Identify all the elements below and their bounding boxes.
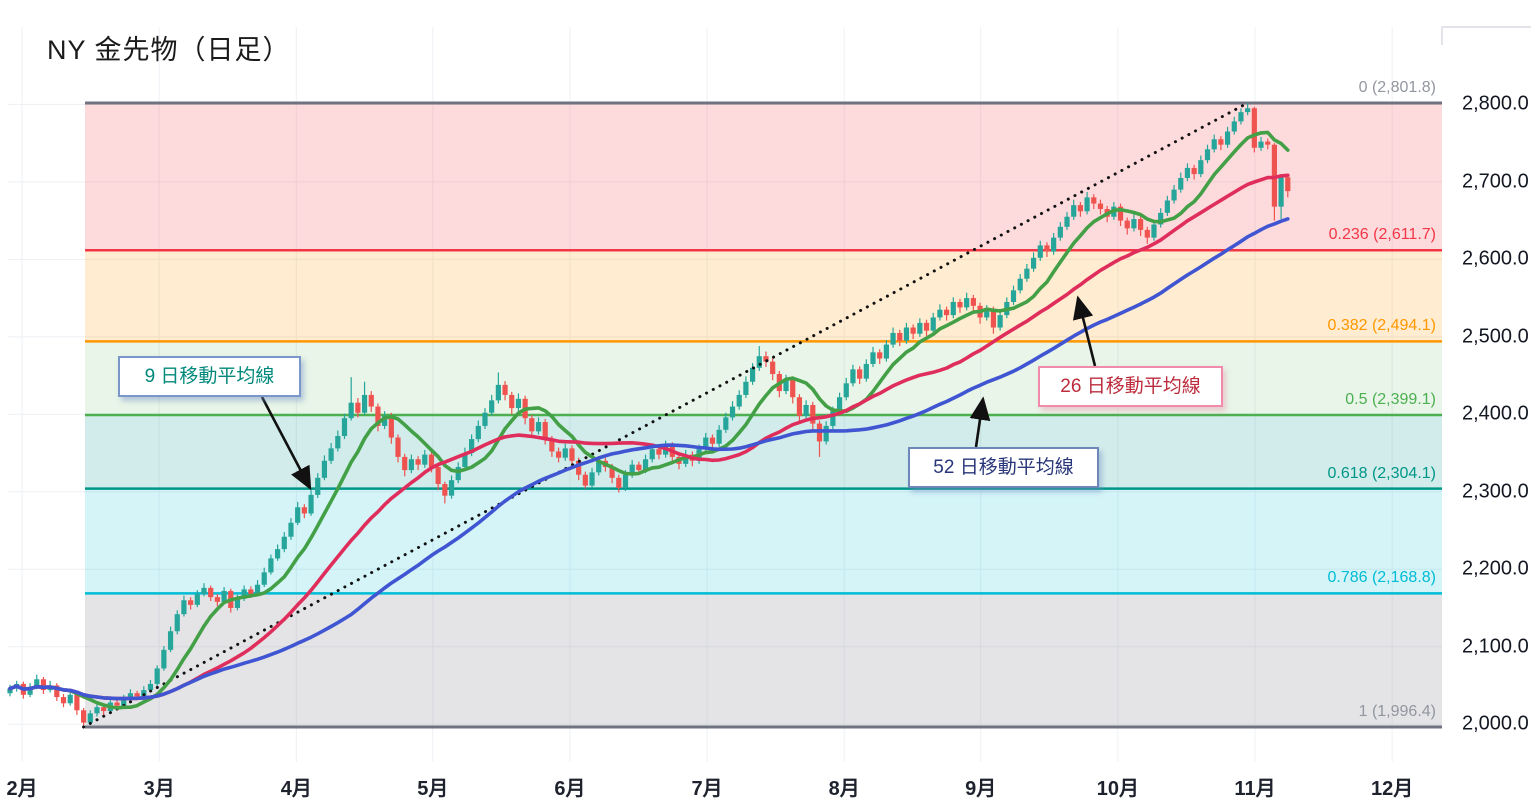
y-axis-price-label: 2,400.0	[1462, 402, 1529, 425]
y-axis-price-label: 2,700.0	[1462, 170, 1529, 193]
x-axis-month-label: 7月	[691, 778, 723, 800]
ma52-annotation-label: 52 日移動平均線	[933, 457, 1074, 478]
ma9-annotation-label: 9 日移動平均線	[144, 366, 275, 387]
annotation-arrow	[1072, 295, 1097, 367]
ma-line-9	[8, 130, 1290, 710]
x-axis-month-label: 8月	[828, 778, 860, 800]
annotation-arrow	[969, 396, 991, 448]
fib-band-0	[85, 103, 1442, 251]
y-axis-price-label: 2,000.0	[1462, 712, 1529, 735]
x-axis-month-label: 4月	[280, 778, 312, 800]
fib-band-0.786	[85, 593, 1442, 727]
ma-line-26	[8, 173, 1290, 701]
y-axis-price-label: 2,800.0	[1462, 92, 1529, 115]
fib-level-label: 0.382 (2,494.1)	[1327, 317, 1436, 335]
x-axis-month-label: 9月	[965, 778, 997, 800]
x-axis-month-label: 5月	[417, 778, 449, 800]
fib-level-label: 1 (1,996.4)	[1358, 703, 1436, 720]
ma26-annotation: 26 日移動平均線	[1038, 366, 1223, 407]
fib-level-label: 0 (2,801.8)	[1358, 79, 1436, 96]
fib-level-label: 0.236 (2,611.7)	[1328, 226, 1436, 244]
ma9-annotation: 9 日移動平均線	[118, 356, 301, 397]
x-axis-month-label: 10月	[1096, 778, 1139, 800]
y-axis-price-label: 2,500.0	[1462, 325, 1529, 348]
fib-level-label: 0.786 (2,168.8)	[1327, 569, 1436, 587]
x-axis-month-label: 3月	[143, 778, 175, 800]
fib-band-0.618	[85, 488, 1442, 594]
x-axis-month-label: 12月	[1371, 778, 1414, 800]
fib-band-0.5	[85, 415, 1442, 489]
x-axis-month-label: 2月	[6, 778, 38, 800]
y-axis-price-label: 2,200.0	[1462, 557, 1529, 580]
fib-band-0.236	[85, 250, 1442, 342]
fib-level-label: 0.618 (2,304.1)	[1327, 464, 1436, 482]
x-axis-month-label: 6月	[554, 778, 586, 800]
fib-level-label: 0.5 (2,399.1)	[1345, 391, 1436, 408]
x-axis-month-label: 11月	[1234, 778, 1276, 800]
chart-title: NY 金先物（日足）	[47, 35, 291, 65]
y-axis-price-label: 2,600.0	[1462, 247, 1529, 270]
ma-line-52	[8, 217, 1290, 701]
ma26-annotation-label: 26 日移動平均線	[1060, 376, 1201, 397]
annotation-arrow	[260, 396, 312, 491]
ma52-annotation: 52 日移動平均線	[908, 447, 1099, 488]
trendline	[82, 101, 1250, 729]
y-axis-price-label: 2,100.0	[1462, 635, 1529, 658]
y-axis-price-label: 2,300.0	[1462, 480, 1529, 503]
